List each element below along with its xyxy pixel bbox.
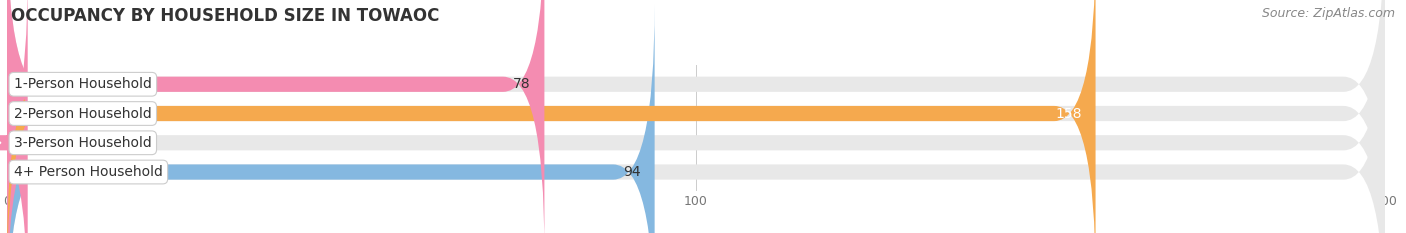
Text: Source: ZipAtlas.com: Source: ZipAtlas.com xyxy=(1261,7,1395,20)
FancyBboxPatch shape xyxy=(7,4,1385,233)
Text: 3-Person Household: 3-Person Household xyxy=(14,136,152,150)
Text: 1-Person Household: 1-Person Household xyxy=(14,77,152,91)
FancyBboxPatch shape xyxy=(0,0,48,233)
Text: 2-Person Household: 2-Person Household xyxy=(14,106,152,120)
FancyBboxPatch shape xyxy=(7,0,1385,233)
Text: 78: 78 xyxy=(513,77,530,91)
Text: 94: 94 xyxy=(623,165,641,179)
FancyBboxPatch shape xyxy=(7,0,1385,233)
FancyBboxPatch shape xyxy=(7,0,1095,233)
FancyBboxPatch shape xyxy=(7,0,544,233)
Text: 4+ Person Household: 4+ Person Household xyxy=(14,165,163,179)
Text: 0: 0 xyxy=(48,136,58,150)
Text: OCCUPANCY BY HOUSEHOLD SIZE IN TOWAOC: OCCUPANCY BY HOUSEHOLD SIZE IN TOWAOC xyxy=(11,7,440,25)
FancyBboxPatch shape xyxy=(7,0,1385,233)
Text: 158: 158 xyxy=(1056,106,1081,120)
FancyBboxPatch shape xyxy=(7,4,655,233)
